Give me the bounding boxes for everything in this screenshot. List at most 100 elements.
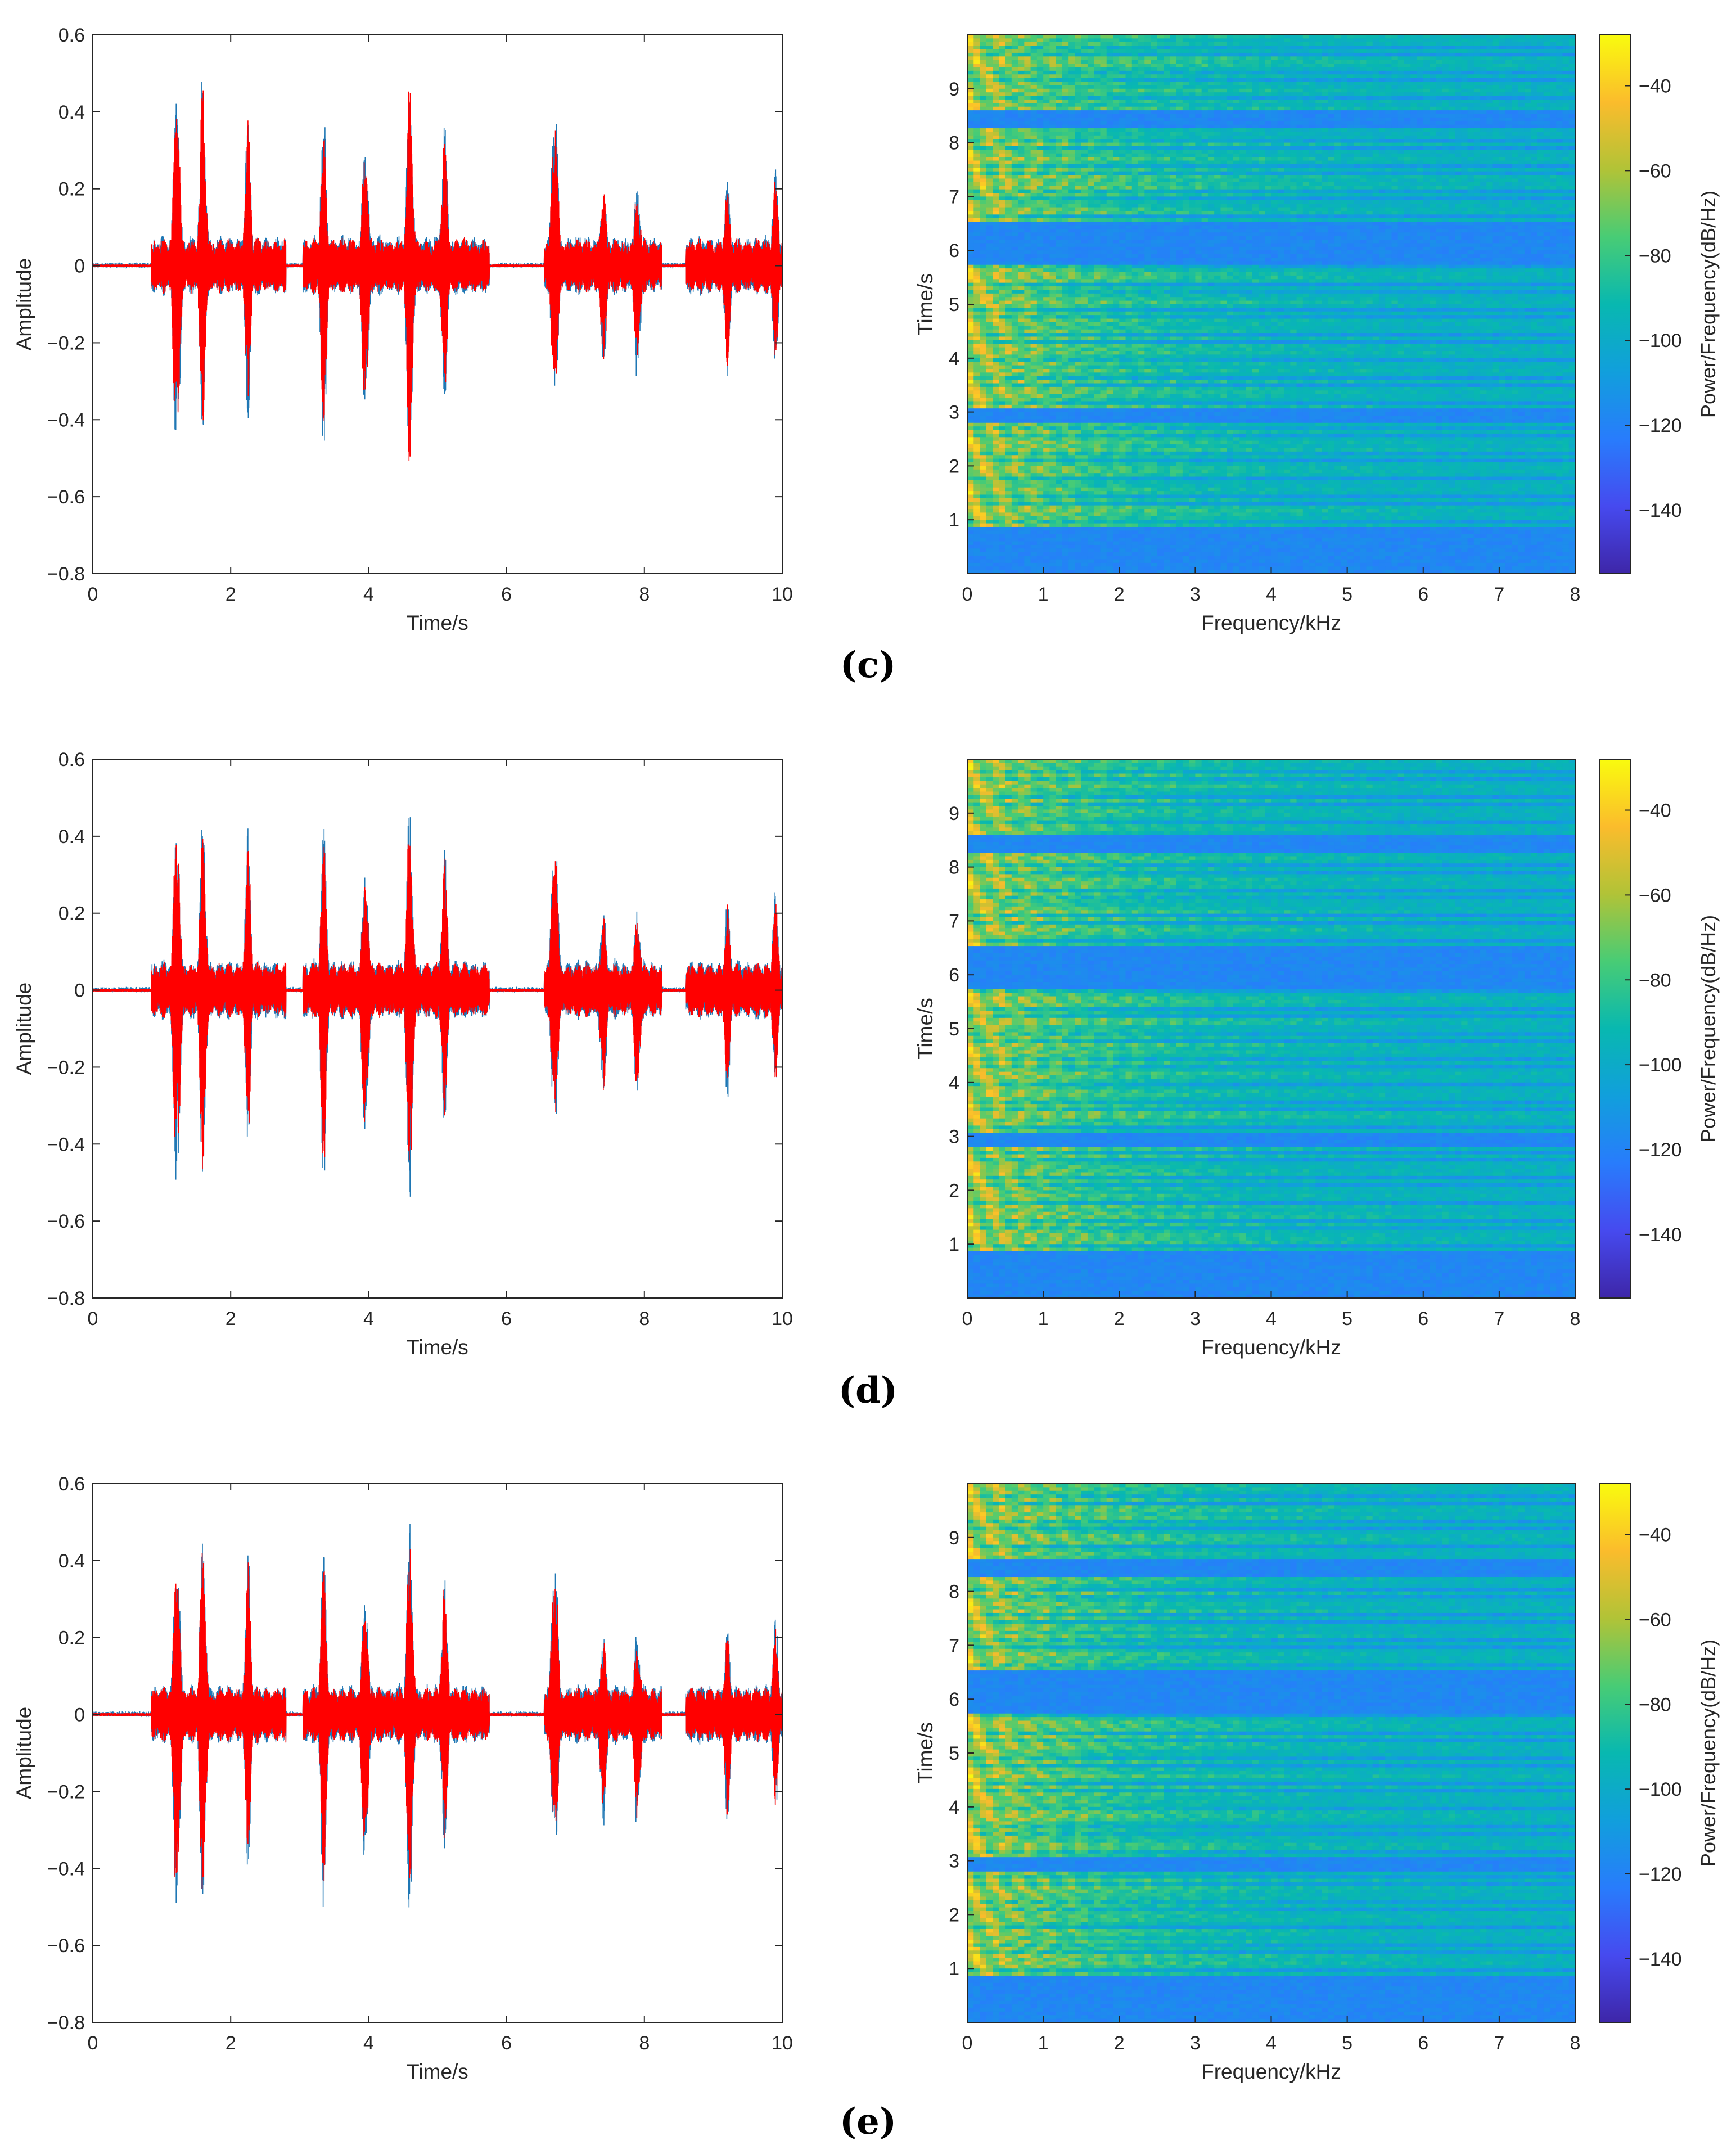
spectrogram-cell [1195,53,1202,57]
spectrogram-cell [1550,42,1557,46]
spectrogram-cell [1265,35,1271,39]
spectrogram-cell [1537,49,1544,53]
spectrogram-cell [1430,42,1436,46]
spectrogram-cell [1214,60,1221,64]
spectrogram-cell [1562,46,1569,49]
spectrogram-cell [1284,60,1291,64]
spectrogram-cell [1366,49,1373,53]
spectrogram-cell [1385,53,1392,57]
spectrogram-cell [1474,38,1481,42]
spectrogram-cell [1170,60,1176,64]
spectrogram-cell [1037,60,1044,64]
spectrogram-cell [1068,42,1075,46]
spectrogram-cell [1088,60,1094,64]
spectrogram-cell [993,53,999,57]
spectrogram-cell [1189,42,1196,46]
spectrogram-cell [1024,38,1031,42]
spectrogram-cell [980,42,987,46]
spectrogram-cell [1005,64,1012,67]
spectrogram-cell [1442,49,1449,53]
spectrogram-cell [1157,46,1164,49]
spectrogram-cell [1373,38,1379,42]
spectrogram-cell [1550,38,1557,42]
spectrogram-cell [1550,35,1557,39]
spectrogram-cell [1075,60,1081,64]
spectrogram-cell [1290,49,1297,53]
spectrogram-cell [1505,56,1512,60]
spectrogram-cell [1239,53,1246,57]
spectrogram-cell [1525,42,1531,46]
spectrogram-cell [1176,49,1183,53]
spectrogram-cell [1442,35,1449,39]
spectrogram-cell [1455,60,1462,64]
spectrogram-cell [1252,38,1259,42]
spectrogram-cell [1525,35,1531,39]
spectrogram-heatmap [967,35,1576,574]
spectrogram-cell [1132,60,1139,64]
spectrogram-cell [1347,42,1354,46]
spectrogram-cell [1436,46,1442,49]
spectrogram-cell [1347,38,1354,42]
spectrogram-cell [1132,49,1139,53]
spectrogram-cell [1164,42,1170,46]
spectrogram-cell [993,60,999,64]
spectrogram-cell [1144,53,1151,57]
spectrogram-cell [967,35,974,39]
spectrogram-cell [1562,56,1569,60]
spectrogram-cell [1138,49,1145,53]
spectrogram-cell [1012,42,1018,46]
spectrogram-cell [1049,42,1056,46]
spectrogram-cell [1075,46,1081,49]
spectrogram-cell [1056,56,1063,60]
spectrogram-cell [1468,49,1475,53]
spectrogram-cell [1499,49,1506,53]
spectrogram-cell [1265,38,1271,42]
spectrogram-cell [1518,53,1525,57]
spectrogram-cell [1088,46,1094,49]
waveform-ylabel: Amplitude [12,258,35,351]
spectrogram-cell [1512,46,1518,49]
spectrogram-cell [1493,35,1500,39]
spectrogram-cell [1480,49,1487,53]
spectrogram-cell [1449,56,1455,60]
spectrogram-cell [1410,49,1417,53]
spectrogram-cell [1183,38,1189,42]
spectrogram-cell [1379,56,1386,60]
spectrogram-cell [1195,42,1202,46]
spectrogram-cell [1183,53,1189,57]
spectrogram-cell [1354,38,1360,42]
spectrogram-cell [1341,49,1347,53]
spectrogram-cell [1031,56,1038,60]
spectrogram-cell [967,64,974,67]
spectrogram-cell [1144,46,1151,49]
spectrogram-cell [1449,60,1455,64]
spectrogram-cell [1322,49,1329,53]
spectrogram-cell [1024,46,1031,49]
spectrogram-cell [1037,53,1044,57]
spectrogram-cell [1322,38,1329,42]
spectrogram-cell [1100,56,1107,60]
spectrogram-cell [1556,56,1563,60]
spectrogram-cell [1505,46,1512,49]
spectrogram-cell [967,38,974,42]
spectrogram-cell [1531,46,1537,49]
spectrogram-cell [1569,35,1576,39]
spectrogram-cell [1037,42,1044,46]
spectrogram-cell [1227,49,1234,53]
spectrogram-cell [1417,49,1423,53]
spectrogram-cell [1379,49,1386,53]
spectrogram-cell [1164,46,1170,49]
spectrogram-cell [1341,35,1347,39]
spectrogram-cell [1100,38,1107,42]
spectrogram-cell [1480,60,1487,64]
spectrogram-cell [1271,46,1278,49]
spectrogram-cell [1442,53,1449,57]
spectrogram-cell [1043,42,1050,46]
spectrogram-cell [1239,56,1246,60]
waveform-xtick-label: 8 [639,584,650,605]
spectrogram-cell [1569,60,1576,64]
spectrogram-cell [1410,53,1417,57]
spectrogram-cell [1220,38,1227,42]
spectrogram-cell [1265,56,1271,60]
spectrogram-cell [1107,46,1113,49]
